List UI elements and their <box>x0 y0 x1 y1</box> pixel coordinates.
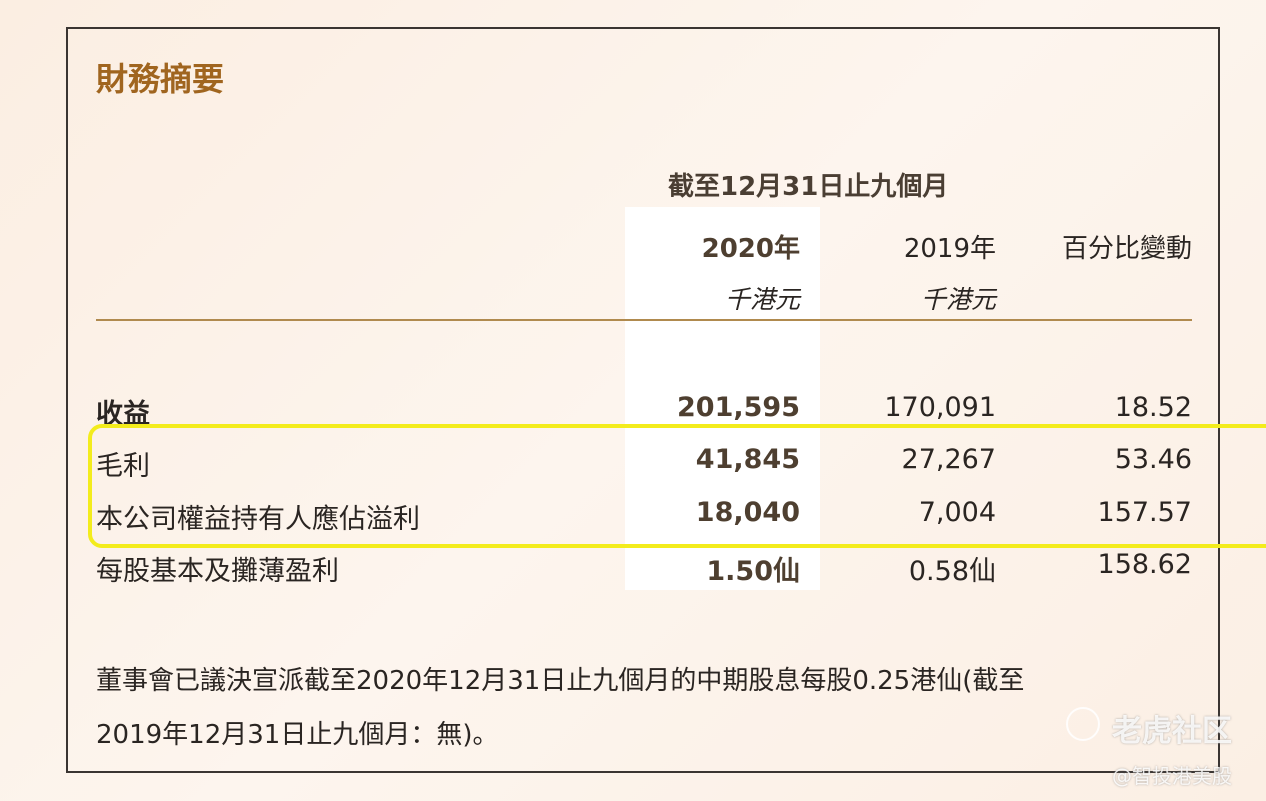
watermark-icon <box>1066 707 1100 741</box>
footnote-line: 2019年12月31日止九個月：無)。 <box>96 720 499 750</box>
watermark-handle: @智投港美股 <box>1112 764 1232 788</box>
title: 財務摘要 <box>96 60 225 98</box>
footnote-line: 董事會已議決宣派截至2020年12月31日止九個月的中期股息每股0.25港仙(截… <box>96 666 1025 696</box>
cell: 170,091 <box>884 392 996 423</box>
annotation-box <box>88 424 1266 548</box>
cell: 18.52 <box>1114 392 1192 423</box>
cell: 1.50仙 <box>706 556 800 587</box>
cell: 27,267 <box>901 444 996 475</box>
column-header: 2020年 <box>701 234 800 264</box>
period: 截至12月31日止九個月 <box>668 172 949 202</box>
row-label: 每股基本及攤薄盈利 <box>96 556 339 587</box>
column-header: 百分比變動 <box>1061 234 1192 264</box>
column-header: 2019年 <box>903 234 996 264</box>
cell: 0.58仙 <box>908 556 996 587</box>
highlight-column <box>625 207 820 590</box>
cell: 18,040 <box>695 497 800 528</box>
row-label: 毛利 <box>96 451 150 482</box>
cell: 201,595 <box>677 392 800 423</box>
cell: 41,845 <box>695 444 800 475</box>
cell: 53.46 <box>1114 444 1192 475</box>
frame <box>66 27 1220 773</box>
cell: 7,004 <box>918 497 996 528</box>
cell: 158.62 <box>1097 549 1192 580</box>
watermark-brand: 老虎社区 <box>1112 714 1232 749</box>
cell: 157.57 <box>1097 497 1192 528</box>
row-label: 本公司權益持有人應佔溢利 <box>96 504 420 535</box>
rule <box>96 319 1192 321</box>
unit: 千港元 <box>920 285 996 314</box>
unit: 千港元 <box>724 285 800 314</box>
